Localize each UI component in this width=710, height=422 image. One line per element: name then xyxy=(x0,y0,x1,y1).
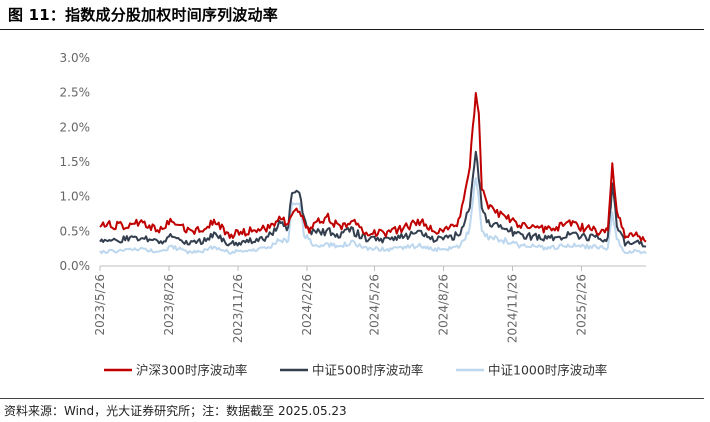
y-tick-label: 0.5% xyxy=(60,224,91,238)
y-tick-label: 2.0% xyxy=(60,120,91,134)
y-tick-label: 3.0% xyxy=(60,51,91,65)
y-axis-ticks: 0.0% 0.5% 1.0% 1.5% 2.0% 2.5% 3.0% xyxy=(60,51,91,273)
x-tick-label: 2025/2/26 xyxy=(575,274,589,336)
legend-label-1: 中证500时序波动率 xyxy=(312,363,423,378)
figure-title: 图 11：指数成分股加权时间序列波动率 xyxy=(8,6,278,24)
y-tick-label: 0.0% xyxy=(60,259,91,273)
source-divider xyxy=(0,398,704,399)
x-tick-label: 2023/11/26 xyxy=(231,274,245,343)
series-lines xyxy=(99,92,647,255)
y-tick-label: 1.5% xyxy=(60,155,91,169)
title-divider xyxy=(0,29,704,30)
series-line-1 xyxy=(99,150,647,248)
legend: 沪深300时序波动率 中证500时序波动率 中证1000时序波动率 xyxy=(104,363,607,378)
x-tick-label: 2023/5/26 xyxy=(93,274,107,336)
x-tick-label: 2024/8/26 xyxy=(437,274,451,336)
y-tick-label: 1.0% xyxy=(60,190,91,204)
series-line-2 xyxy=(99,177,647,255)
y-tick-label: 2.5% xyxy=(60,86,91,100)
x-tick-label: 2024/11/26 xyxy=(506,274,520,343)
legend-label-0: 沪深300时序波动率 xyxy=(136,363,247,378)
volatility-line-chart: 0.0%0.5%1.0%1.5%2.0%2.5%3.0% 2023/5/26 20… xyxy=(60,51,647,378)
legend-label-2: 中证1000时序波动率 xyxy=(488,363,607,378)
x-tick-label: 2024/5/26 xyxy=(368,274,382,336)
x-axis-ticks: 2023/5/26 2023/8/26 2023/11/26 2024/2/26 202… xyxy=(93,266,589,343)
series-line-0 xyxy=(99,92,647,243)
x-tick-label: 2024/2/26 xyxy=(300,274,314,336)
x-tick-label: 2023/8/26 xyxy=(162,274,176,336)
source-note: 资料来源：Wind，光大证券研究所；注：数据截至 2025.05.23 xyxy=(4,404,347,418)
